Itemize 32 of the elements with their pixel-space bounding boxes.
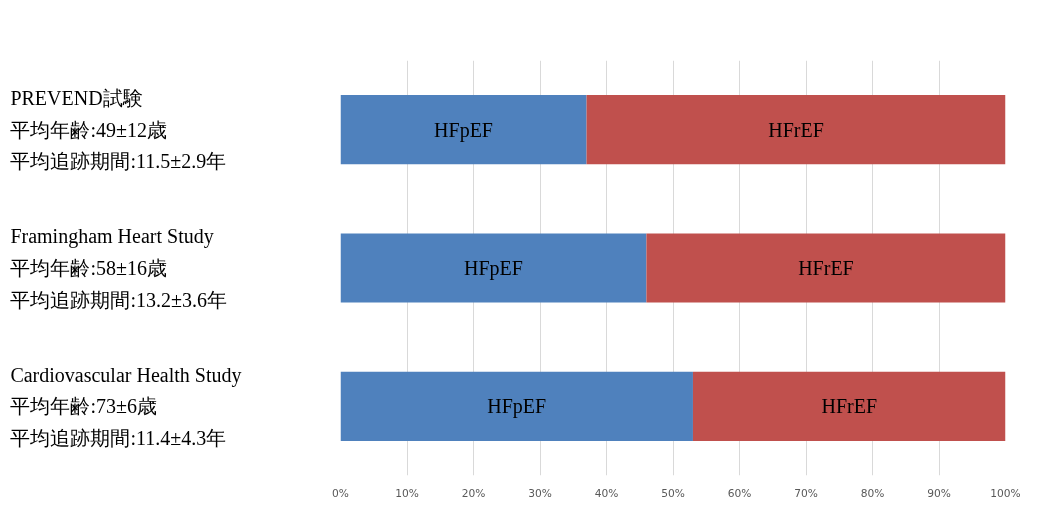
y-tick-label: Framingham Heart Study: [10, 225, 214, 249]
bar: [646, 233, 1006, 303]
x-tick-label: 80%: [860, 486, 885, 500]
text: HFrEF: [768, 118, 824, 141]
bar: [340, 371, 693, 441]
x-tick-label: 100%: [990, 486, 1021, 500]
x-tick-label: 40%: [594, 486, 619, 500]
bar: [340, 233, 647, 303]
text: 平均年齢:73±6歳: [10, 395, 157, 418]
text: 平均追跡期間:13.2±3.6年: [10, 288, 227, 311]
x-tick-label: 70%: [794, 486, 818, 500]
bar: [340, 95, 587, 165]
x-tick-label: 10%: [395, 486, 419, 500]
bar: [586, 95, 1006, 165]
series-label: HFrEF: [798, 257, 854, 279]
text: HFpEF: [434, 118, 493, 141]
bar: [692, 371, 1006, 441]
text: 平均年齢:49±12歳: [10, 118, 167, 141]
x-tick-label: 0%: [332, 486, 349, 500]
text: HFrEF: [821, 395, 878, 418]
series-label: HFpEF: [464, 257, 523, 280]
x-tick-label: 90%: [927, 486, 951, 500]
text: 平均年齢:58±16歳: [10, 257, 167, 279]
x-tick-label: 50%: [661, 486, 685, 500]
x-tick-label: 20%: [461, 486, 486, 500]
y-tick-label: Cardiovascular Health Study: [10, 363, 242, 387]
text: HFpEF: [487, 395, 547, 418]
text: 平均追跡期間:11.4±4.3年: [10, 427, 227, 450]
x-tick-label: 60%: [727, 486, 752, 500]
text: 平均追跡期間:11.5±2.9年: [10, 150, 227, 173]
x-tick-label: 30%: [528, 486, 552, 500]
y-tick-label: PREVEND試験: [10, 86, 143, 109]
